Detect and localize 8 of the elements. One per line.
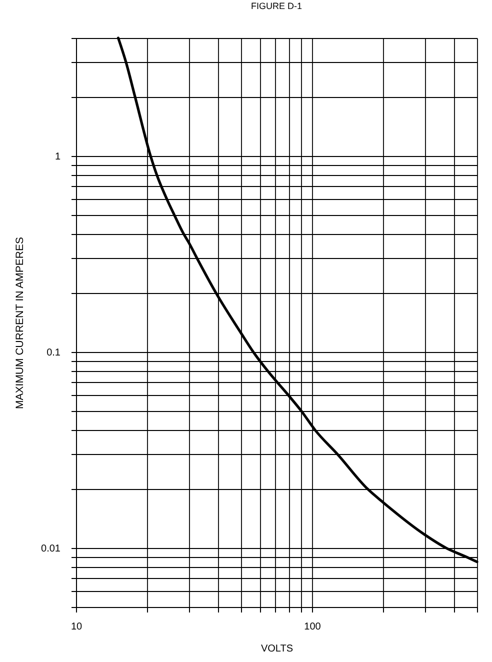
y-tick-label: 0.1 xyxy=(46,348,61,358)
y-axis-title: MAXIMUM CURRENT IN AMPERES xyxy=(14,237,26,409)
chart-title: FIGURE D-1 xyxy=(250,1,302,11)
y-tick-label: 0.01 xyxy=(41,544,61,554)
x-tick-label: 10 xyxy=(70,622,82,632)
x-tick-label: 100 xyxy=(304,622,322,632)
x-axis-title: VOLTS xyxy=(260,644,294,654)
y-tick-label: 1 xyxy=(54,152,61,163)
